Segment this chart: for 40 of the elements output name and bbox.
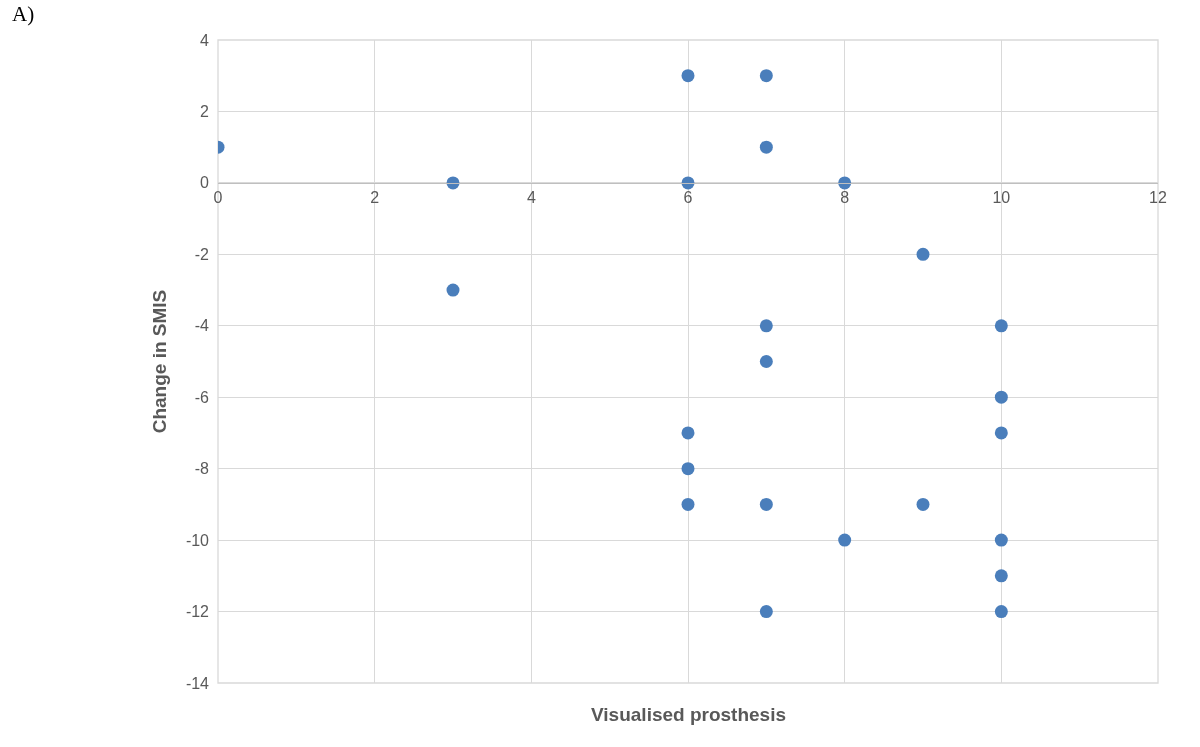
point [994,426,1008,440]
point [994,569,1008,583]
y-tick-label: -10 [185,531,210,549]
x-tick-label: 4 [526,189,536,207]
point [759,355,773,368]
y-tick-label: -4 [194,317,210,335]
point [916,497,930,511]
point [681,462,695,476]
point [994,319,1008,333]
point [681,69,695,83]
y-tick-label: -8 [194,460,210,478]
point [759,605,773,619]
y-tick-label: -12 [185,603,210,621]
x-tick-label: 6 [683,189,693,207]
point [681,497,695,511]
point [994,390,1008,404]
x-tick-label: 2 [370,189,380,207]
x-tick-label: 12 [1149,189,1167,207]
point [681,426,695,440]
point [759,140,773,154]
y-tick-label: -2 [194,245,210,263]
x-tick-label: 8 [840,189,850,207]
y-tick-label: 4 [200,31,210,49]
text: A) [12,2,35,26]
point [446,283,460,297]
x-tick-label: 10 [992,189,1011,207]
point [994,533,1008,547]
y-axis-title: Change in SMIS [148,289,170,434]
x-tick-label: 0 [213,189,223,207]
point [916,247,930,261]
y-tick-label: -14 [185,674,210,692]
y-tick-label: 0 [200,174,210,192]
y-tick-label: 2 [200,103,210,121]
point [838,533,852,547]
point [759,497,773,511]
point [759,319,773,333]
point [759,69,773,83]
x-axis-title: Visualised prosthesis [591,704,787,725]
y-tick-label: -6 [194,388,210,406]
point [994,605,1008,619]
